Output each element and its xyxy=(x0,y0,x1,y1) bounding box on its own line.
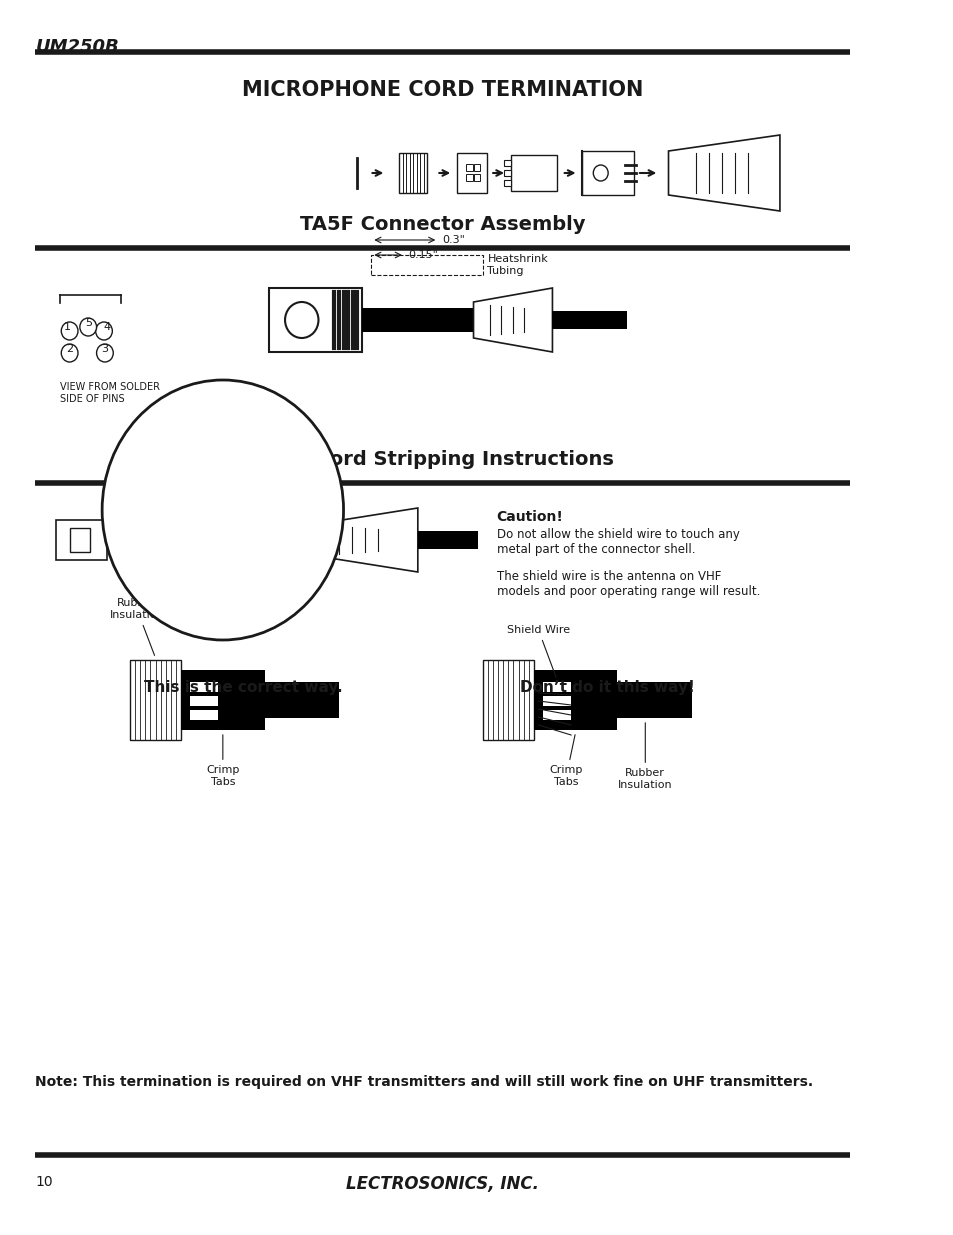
Text: 0.3": 0.3" xyxy=(441,235,464,245)
Bar xyxy=(371,254,482,275)
Bar xyxy=(466,164,472,170)
Text: Do not allow the shield wire to touch any
metal part of the connector shell.: Do not allow the shield wire to touch an… xyxy=(497,529,739,556)
Bar xyxy=(181,671,264,730)
Bar xyxy=(191,697,218,706)
Bar xyxy=(542,697,571,706)
Text: Mic Cord Stripping Instructions: Mic Cord Stripping Instructions xyxy=(272,450,614,469)
Bar xyxy=(417,531,477,550)
Text: 4: 4 xyxy=(103,322,111,332)
Bar xyxy=(503,180,510,186)
Circle shape xyxy=(80,317,96,336)
Circle shape xyxy=(285,303,318,338)
Polygon shape xyxy=(330,508,417,572)
Bar xyxy=(130,659,181,740)
Bar xyxy=(617,682,691,718)
Bar xyxy=(466,174,472,182)
Circle shape xyxy=(593,165,607,182)
Text: Note: This termination is required on VHF transmitters and will still work fine : Note: This termination is required on VH… xyxy=(35,1074,813,1089)
Text: Rubber
Insulation: Rubber Insulation xyxy=(110,599,164,656)
Bar xyxy=(70,529,90,552)
Polygon shape xyxy=(668,135,780,211)
Bar xyxy=(456,153,486,193)
Text: UM250B: UM250B xyxy=(35,38,119,56)
Polygon shape xyxy=(473,288,552,352)
Text: 5: 5 xyxy=(85,317,91,329)
Bar xyxy=(581,151,634,195)
Text: 2: 2 xyxy=(66,345,73,354)
Circle shape xyxy=(61,345,78,362)
Bar xyxy=(191,710,218,720)
Bar xyxy=(172,532,423,548)
Text: 0.15": 0.15" xyxy=(408,249,438,261)
Bar xyxy=(503,170,510,177)
Text: 3: 3 xyxy=(101,345,109,354)
Text: Caution!: Caution! xyxy=(497,510,563,524)
Text: MICROPHONE CORD TERMINATION: MICROPHONE CORD TERMINATION xyxy=(242,80,643,100)
Bar xyxy=(264,682,338,718)
Circle shape xyxy=(61,322,78,340)
Text: 10: 10 xyxy=(35,1174,52,1189)
Bar xyxy=(55,520,107,559)
Text: TA5F Connector Assembly: TA5F Connector Assembly xyxy=(300,215,585,233)
Bar xyxy=(191,682,218,692)
Text: LECTROSONICS, INC.: LECTROSONICS, INC. xyxy=(346,1174,538,1193)
Bar xyxy=(510,156,557,191)
Bar xyxy=(473,174,479,182)
Bar xyxy=(503,161,510,165)
Bar xyxy=(398,153,427,193)
Text: This is the correct way.: This is the correct way. xyxy=(144,680,342,695)
Bar xyxy=(542,710,571,720)
Bar xyxy=(362,308,473,332)
Text: 1: 1 xyxy=(63,322,71,332)
Text: The shield wire is the antenna on VHF
models and poor operating range will resul: The shield wire is the antenna on VHF mo… xyxy=(497,571,760,598)
Text: Rubber
Insulation: Rubber Insulation xyxy=(618,722,672,789)
Circle shape xyxy=(102,380,343,640)
Text: Heatshrink
Tubing: Heatshrink Tubing xyxy=(487,254,548,275)
Bar xyxy=(552,311,626,329)
Text: Crimp
Tabs: Crimp Tabs xyxy=(206,735,239,787)
Text: VIEW FROM SOLDER
SIDE OF PINS: VIEW FROM SOLDER SIDE OF PINS xyxy=(60,382,160,404)
Text: Crimp
Tabs: Crimp Tabs xyxy=(549,735,582,787)
Bar xyxy=(542,682,571,692)
Bar xyxy=(269,288,362,352)
Text: Shield Wire: Shield Wire xyxy=(506,625,570,677)
Bar xyxy=(473,164,479,170)
Bar xyxy=(482,659,534,740)
Text: Don’t do it this way!: Don’t do it this way! xyxy=(519,680,694,695)
Circle shape xyxy=(95,322,112,340)
Circle shape xyxy=(96,345,113,362)
Bar xyxy=(534,671,617,730)
